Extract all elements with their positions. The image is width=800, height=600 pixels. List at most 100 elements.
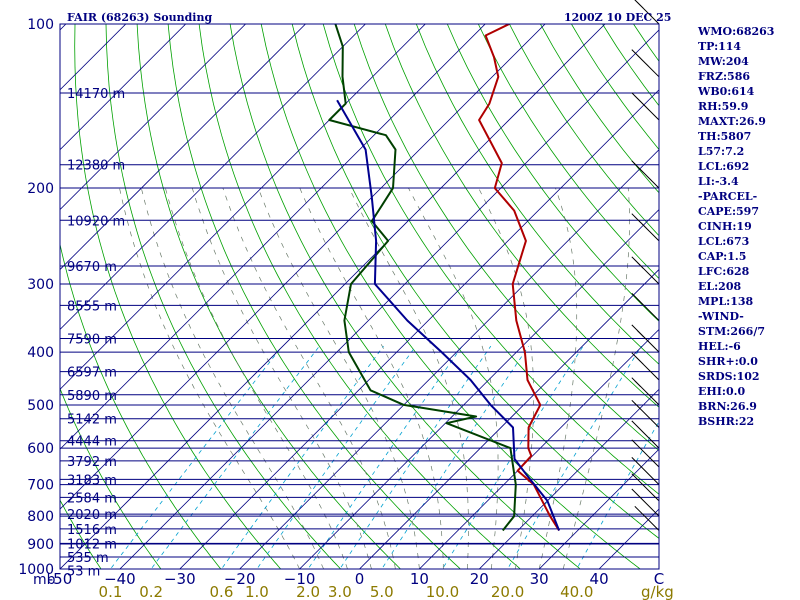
sounding-index-item: -PARCEL- (698, 190, 758, 203)
mixing-ratio-unit-label: g/kg (641, 583, 674, 600)
background-grid (0, 12, 800, 581)
sounding-index-item: CAPE:597 (698, 205, 759, 218)
dry-adiabat (60, 387, 162, 569)
height-label: 535 m (67, 551, 109, 566)
dry-adiabat (136, 24, 402, 569)
pressure-unit-label: mb (33, 572, 56, 588)
temperature-tick-label: 20 (470, 570, 489, 588)
sounding-index-item: LCL:673 (698, 235, 750, 248)
wind-barb (631, 213, 660, 242)
sounding-index-item: LI:-3.4 (698, 175, 739, 188)
temperature-trace (478, 24, 560, 532)
mixing-ratio-line (110, 345, 283, 569)
pressure-tick-label: 400 (27, 345, 54, 361)
isotherm (60, 24, 307, 271)
pressure-tick-label: 700 (27, 478, 54, 494)
wind-barb (631, 377, 660, 406)
isotherm (60, 24, 486, 450)
mixing-ratio-label: 10.0 (426, 583, 459, 600)
sounding-index-item: LFC:628 (698, 265, 750, 278)
pressure-tick-label: 800 (27, 509, 54, 525)
sounding-index-item: BSHR:22 (698, 415, 755, 428)
height-label: 2584 m (67, 491, 117, 506)
wind-barb (631, 92, 660, 121)
dry-adiabat (384, 24, 659, 408)
height-label: 2020 m (67, 508, 117, 523)
wind-barb (631, 399, 660, 428)
temperature-tick-label: −20 (224, 570, 256, 588)
height-label: 8555 m (67, 299, 117, 314)
sounding-index-item: FRZ:586 (698, 70, 751, 83)
mixing-ratio-label: 1.0 (245, 583, 269, 600)
mixing-ratio-label: 2.0 (296, 583, 320, 600)
pressure-tick-label: 200 (27, 181, 54, 197)
wind-barb (631, 420, 660, 449)
dewpoint-trace (328, 24, 517, 532)
height-label: 10920 m (67, 214, 125, 229)
pressure-tick-label: 500 (27, 398, 54, 414)
isotherm (60, 24, 187, 151)
dry-adiabat (60, 499, 102, 569)
wind-barb (634, 0, 660, 25)
pressure-tick-label: 900 (27, 537, 54, 553)
plot-frame (59, 23, 660, 570)
dry-adiabat (789, 24, 800, 581)
temperature-tick-label: −30 (164, 570, 196, 588)
height-label: 53 m (67, 565, 100, 580)
height-label: 1012 m (67, 537, 117, 552)
wind-barb (631, 292, 660, 321)
sounding-index-item: -WIND- (698, 310, 744, 323)
moist-adiabat (140, 188, 324, 569)
sounding-index-item: L57:7.2 (698, 145, 745, 158)
wind-barb (634, 505, 660, 531)
wind-barb (631, 439, 660, 468)
sounding-index-item: LCL:692 (698, 160, 750, 173)
wind-barb (631, 488, 660, 517)
temperature-tick-label: −40 (104, 570, 136, 588)
height-label: 3183 m (67, 473, 117, 488)
mixing-ratio-label: 0.1 (99, 583, 123, 600)
sounding-index-item: CAP:1.5 (698, 250, 747, 263)
plot-area (60, 24, 659, 569)
dry-adiabat (446, 24, 659, 322)
sounding-index-item: WB0:614 (698, 85, 755, 98)
dry-adiabat (477, 24, 659, 280)
sounding-index-item: TH:5807 (698, 130, 752, 143)
sounding-index-item: STM:266/7 (698, 325, 765, 338)
dry-adiabat (105, 24, 342, 569)
height-label: 5142 m (67, 413, 117, 428)
wind-barb (631, 324, 660, 353)
isotherm (60, 24, 247, 211)
mixing-ratio-label: 5.0 (370, 583, 394, 600)
height-label: 1516 m (67, 523, 117, 538)
height-label: 3792 m (67, 455, 117, 470)
temperature-tick-label: −10 (284, 570, 316, 588)
dry-adiabat (415, 24, 659, 365)
height-label: 14170 m (67, 87, 125, 102)
pressure-tick-label: 1000 (18, 562, 54, 578)
dry-adiabat (322, 24, 659, 495)
isotherm (60, 24, 366, 330)
wind-barb (631, 256, 660, 285)
sounding-index-item: WMO:68263 (698, 25, 775, 38)
sounding-index-item: SHR+:0.0 (698, 355, 758, 368)
wind-barb (631, 473, 660, 502)
sounding-index-item: EHI:0.0 (698, 385, 746, 398)
wind-barb (631, 352, 660, 381)
dry-adiabat (198, 24, 521, 569)
axis-labels: 1002003004005006007008009001000mb16570 m… (18, 17, 674, 600)
chart-title: FAIR (68263) Sounding (67, 11, 212, 24)
moist-adiabat (191, 188, 372, 569)
isotherm (239, 149, 659, 569)
sounding-index-item: MPL:138 (698, 295, 754, 308)
mixing-ratio-label: 40.0 (560, 583, 593, 600)
isotherm (119, 29, 659, 569)
temperature-tick-label: C (654, 570, 664, 588)
isotherm (179, 89, 659, 569)
wind-barbs (631, 0, 660, 531)
isotherm (0, 12, 18, 581)
moist-adiabat (119, 188, 300, 569)
isotherm (478, 388, 659, 569)
isotherm (538, 448, 659, 569)
